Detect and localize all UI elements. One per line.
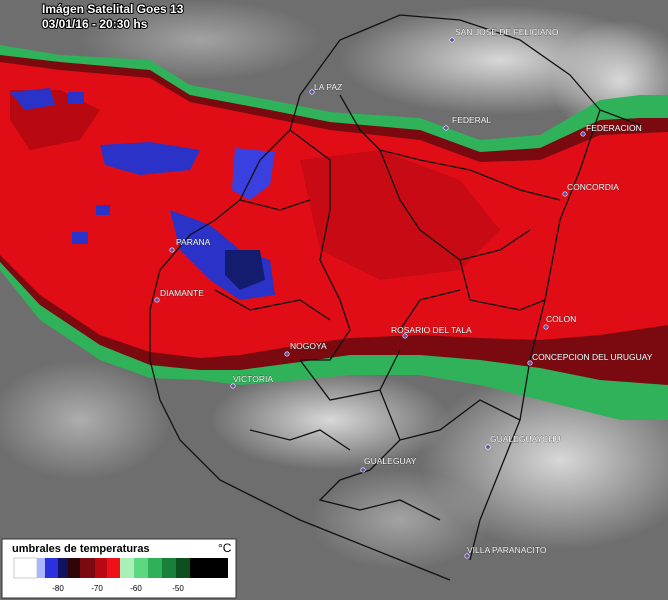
city-dot: [154, 297, 160, 303]
map-datetime: 03/01/16 - 20:30 hs: [42, 17, 148, 31]
legend-tick-label: -60: [130, 584, 142, 593]
city-label: CONCEPCION DEL URUGUAY: [532, 352, 653, 362]
city-label: COLON: [546, 314, 576, 324]
legend-unit: °C: [218, 541, 232, 555]
legend-colorbar: [13, 557, 228, 579]
city-dot: [464, 553, 470, 559]
city-label: FEDERAL: [452, 115, 491, 125]
city-dot: [527, 360, 533, 366]
city-dot: [402, 333, 408, 339]
legend-tick-label: -80: [52, 584, 64, 593]
province-borders: [149, 14, 641, 581]
storm-band: [0, 45, 668, 420]
city-dot: [443, 125, 449, 131]
city-label: PARANA: [176, 237, 211, 247]
city-label: VICTORIA: [233, 374, 273, 384]
city-dot: [580, 131, 586, 137]
legend: umbrales de temperaturas °C -80 -70 -60 -50: [1, 538, 237, 599]
city-markers: SAN JOSE DE FELICIANO LA PAZ FEDERAL FEDERA…: [154, 27, 653, 559]
city-dot: [562, 191, 568, 197]
city-dot: [360, 467, 366, 473]
city-dot: [543, 324, 549, 330]
city-dot: [449, 37, 455, 43]
city-label: GUALEGUAY: [364, 456, 417, 466]
city-label: SAN JOSE DE FELICIANO: [455, 27, 559, 37]
city-label: DIAMANTE: [160, 288, 204, 298]
legend-title: umbrales de temperaturas: [12, 543, 150, 555]
city-dot: [230, 383, 236, 389]
city-dot: [485, 444, 491, 450]
city-dot: [309, 89, 315, 95]
city-label: NOGOYA: [290, 341, 327, 351]
city-dot: [284, 351, 290, 357]
map-title: Imágen Satelital Goes 13: [42, 2, 184, 16]
legend-ticks: -80 -70 -60 -50: [52, 584, 184, 593]
city-label: ROSARIO DEL TALA: [391, 325, 472, 335]
city-label: VILLA PARANACITO: [467, 545, 547, 555]
legend-tick-label: -70: [91, 584, 103, 593]
legend-tick-label: -50: [172, 584, 184, 593]
city-label: FEDERACION: [586, 123, 642, 133]
city-label: LA PAZ: [314, 82, 342, 92]
city-label: CONCORDIA: [567, 182, 619, 192]
city-label: GUALEGUAYCHU: [490, 434, 561, 444]
city-dot: [169, 247, 175, 253]
